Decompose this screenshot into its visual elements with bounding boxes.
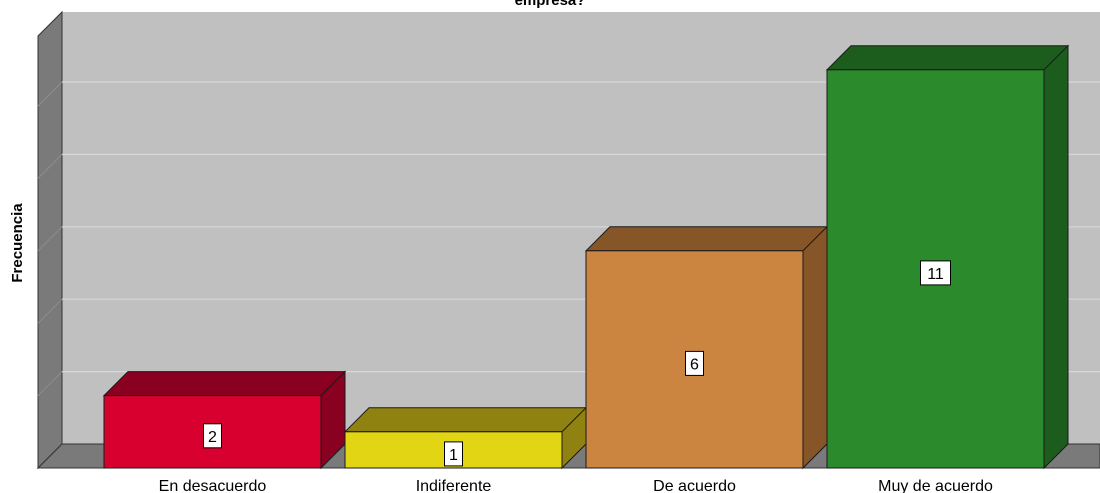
side-gridline [37, 81, 63, 107]
data-label: 6 [685, 350, 704, 376]
side-wall [37, 10, 63, 470]
chart-title: empresa? [515, 0, 586, 9]
bars [102, 44, 1070, 470]
data-label-text: 1 [449, 447, 458, 464]
x-tick-label: De acuerdo [653, 478, 736, 493]
bar [102, 370, 347, 470]
x-tick-label: Indiferente [416, 478, 492, 493]
bar [825, 44, 1070, 470]
side-gridline [37, 226, 63, 252]
bar-side [1043, 44, 1069, 470]
data-label-box [685, 350, 704, 376]
data-label-box [920, 260, 951, 286]
data-label: 11 [920, 260, 951, 286]
bar [584, 225, 829, 470]
data-label-box [444, 441, 463, 467]
x-tick-label: En desacuerdo [159, 478, 267, 493]
x-tick-label: Muy de acuerdo [878, 478, 993, 493]
data-label: 2 [203, 423, 222, 449]
side-gridline [37, 371, 63, 396]
bar-top [102, 371, 347, 397]
bar-top [343, 407, 588, 433]
data-label: 1 [444, 441, 463, 467]
data-label-text: 6 [690, 356, 699, 373]
data-label-box [203, 423, 222, 449]
bar [343, 406, 588, 470]
data-labels: 2 1 6 11 [203, 260, 951, 467]
bar-top [584, 226, 829, 252]
x-axis-ticks: En desacuerdo Indiferente De acuerdo Muy de… [159, 478, 993, 493]
data-label-text: 2 [208, 429, 217, 446]
side-gridline [37, 154, 63, 179]
data-label-text: 11 [927, 266, 944, 283]
bar-top [825, 45, 1070, 71]
bar-side [802, 225, 828, 470]
side-gridline [37, 298, 63, 324]
y-axis-label: Frecuencia [9, 203, 26, 283]
